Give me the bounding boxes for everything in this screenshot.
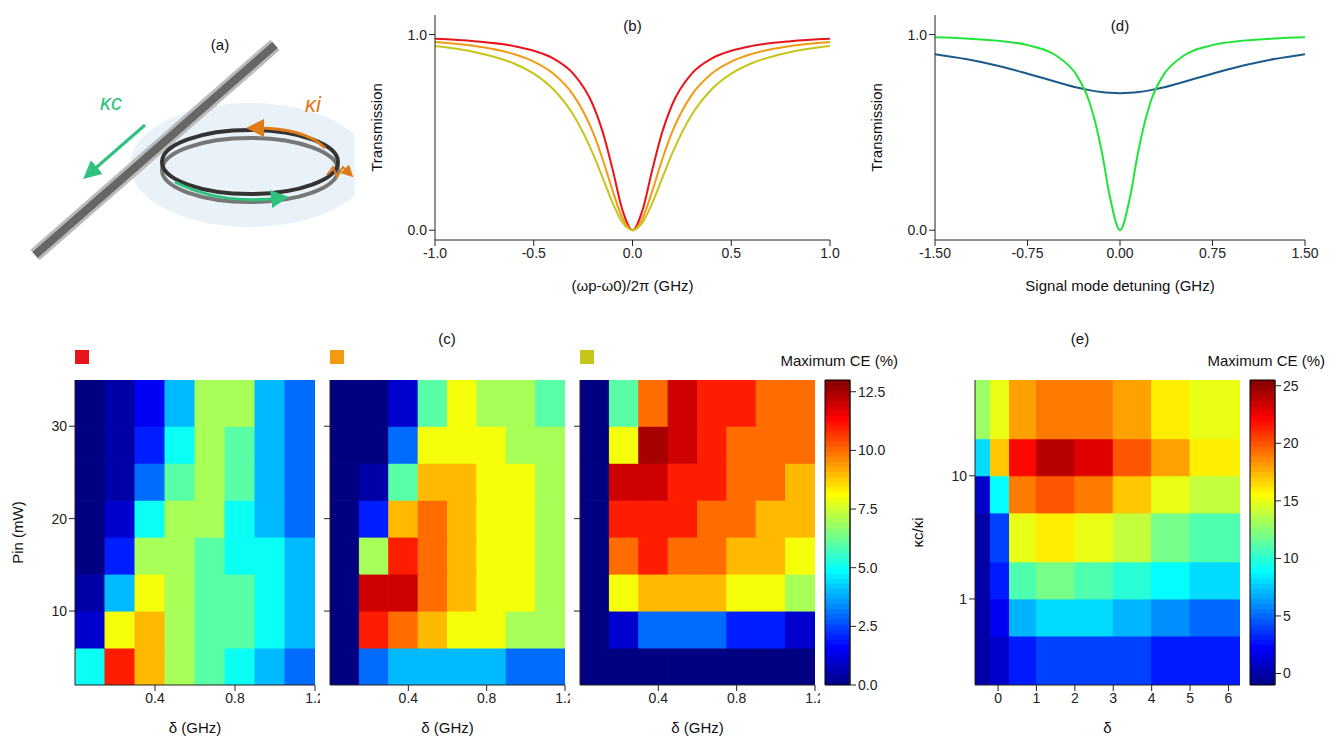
- svg-text:1.0: 1.0: [408, 27, 428, 43]
- svg-text:0.8: 0.8: [477, 690, 497, 706]
- svg-text:5.0: 5.0: [858, 560, 878, 576]
- html-text:(e): (e): [1070, 330, 1090, 347]
- svg-text:10.0: 10.0: [858, 442, 885, 458]
- svg-text:15: 15: [1283, 493, 1299, 509]
- svg-text:Pin (mW): Pin (mW): [9, 501, 26, 564]
- svg-text:0.0: 0.0: [908, 222, 928, 238]
- svg-text:10: 10: [1283, 550, 1299, 566]
- svg-text:(a): (a): [211, 36, 229, 53]
- svg-text:Transmission: Transmission: [868, 83, 885, 172]
- svg-text:-0.75: -0.75: [1012, 245, 1044, 261]
- html-text:(b): (b): [623, 17, 642, 34]
- svg-text:(ωp-ω0)/2π (GHz): (ωp-ω0)/2π (GHz): [571, 277, 693, 294]
- svg-text:20: 20: [51, 511, 67, 527]
- svg-text:0.0: 0.0: [623, 245, 643, 261]
- html-text:(d): (d): [1110, 17, 1130, 34]
- svg-text:Transmission: Transmission: [368, 83, 385, 172]
- svg-text:20: 20: [1283, 435, 1299, 451]
- svg-text:4: 4: [1148, 690, 1156, 706]
- svg-text:0.4: 0.4: [399, 690, 419, 706]
- svg-text:1: 1: [1033, 690, 1041, 706]
- svg-text:0.00: 0.00: [1106, 245, 1133, 261]
- svg-text:12.5: 12.5: [858, 384, 885, 400]
- svg-text:1.0: 1.0: [820, 245, 840, 261]
- svg-text:1.2: 1.2: [805, 690, 820, 706]
- svg-text:1.2: 1.2: [555, 690, 570, 706]
- svg-text:0.4: 0.4: [145, 690, 165, 706]
- svg-text:δ: δ: [1103, 719, 1111, 736]
- svg-text:1.0: 1.0: [908, 27, 928, 43]
- svg-text:0.8: 0.8: [727, 690, 747, 706]
- svg-text:2: 2: [1071, 690, 1079, 706]
- svg-text:2.5: 2.5: [858, 618, 878, 634]
- svg-text:0: 0: [1283, 665, 1291, 681]
- html-text:(c): (c): [438, 330, 456, 347]
- svg-text:Signal mode detuning (GHz): Signal mode detuning (GHz): [1025, 277, 1214, 294]
- svg-text:10: 10: [951, 468, 967, 484]
- svg-text:1.2: 1.2: [305, 690, 320, 706]
- svg-text:κc/κi: κc/κi: [909, 518, 926, 548]
- svg-text:0.0: 0.0: [858, 677, 878, 693]
- svg-text:0.8: 0.8: [225, 690, 245, 706]
- svg-text:κi: κi: [305, 92, 322, 117]
- svg-text:δ (GHz): δ (GHz): [169, 719, 222, 736]
- svg-text:10: 10: [51, 603, 67, 619]
- html-text:Maximum CE (%): Maximum CE (%): [1207, 352, 1325, 369]
- svg-text:0.4: 0.4: [649, 690, 669, 706]
- svg-text:25: 25: [1283, 378, 1299, 394]
- svg-text:3: 3: [1109, 690, 1117, 706]
- svg-text:0.0: 0.0: [408, 222, 428, 238]
- svg-text:0.75: 0.75: [1199, 245, 1226, 261]
- svg-text:6: 6: [1225, 690, 1233, 706]
- svg-text:5: 5: [1283, 608, 1291, 624]
- html-text:Maximum CE (%): Maximum CE (%): [780, 352, 898, 369]
- svg-text:1: 1: [959, 591, 967, 607]
- svg-text:κc: κc: [100, 90, 122, 115]
- svg-text:5: 5: [1186, 690, 1194, 706]
- svg-text:-0.5: -0.5: [522, 245, 546, 261]
- svg-text:0: 0: [994, 690, 1002, 706]
- svg-text:7.5: 7.5: [858, 501, 878, 517]
- svg-text:0.5: 0.5: [722, 245, 742, 261]
- svg-text:-1.0: -1.0: [423, 245, 447, 261]
- svg-text:-1.50: -1.50: [919, 245, 951, 261]
- svg-text:δ (GHz): δ (GHz): [671, 719, 724, 736]
- svg-text:1.50: 1.50: [1291, 245, 1318, 261]
- svg-text:δ (GHz): δ (GHz): [421, 719, 474, 736]
- svg-text:30: 30: [51, 418, 67, 434]
